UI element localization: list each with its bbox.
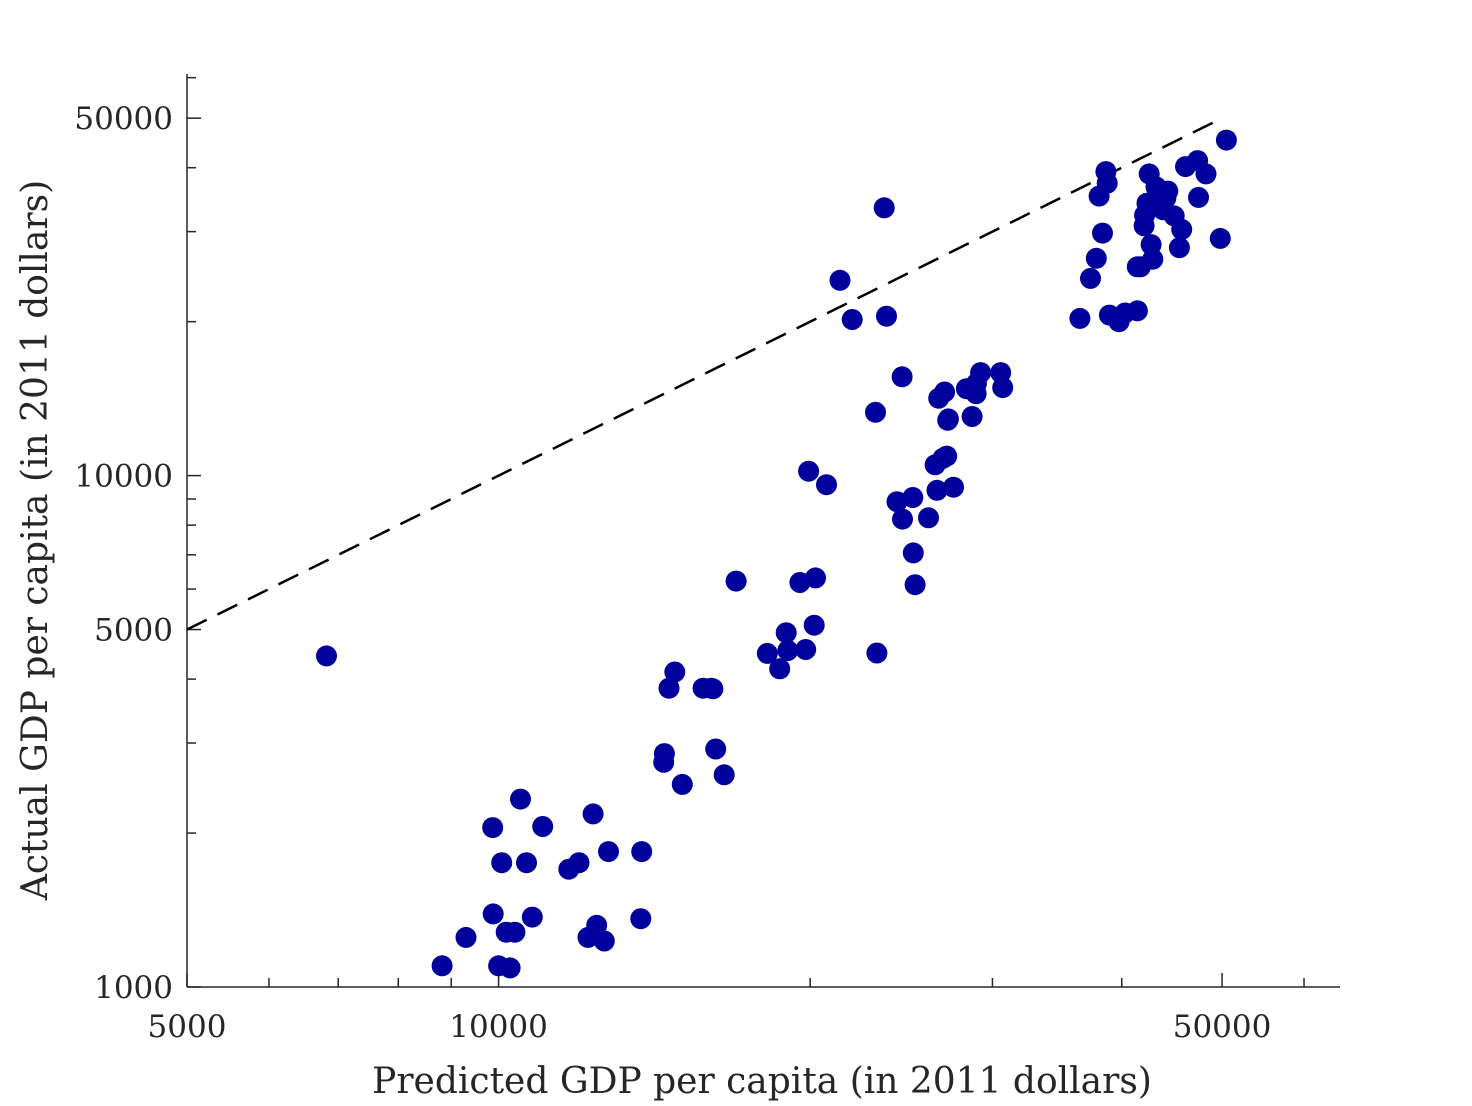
- data-point: [1133, 215, 1155, 237]
- y-tick-label: 5000: [94, 613, 173, 649]
- data-point: [631, 841, 653, 863]
- y-tick-label: 50000: [74, 101, 173, 137]
- data-point: [700, 677, 722, 699]
- data-point: [1188, 186, 1209, 208]
- data-point: [1157, 180, 1179, 202]
- data-point: [775, 622, 797, 644]
- data-points: [316, 129, 1237, 979]
- data-point: [713, 764, 735, 786]
- data-point: [1136, 192, 1158, 214]
- data-point: [873, 197, 895, 219]
- reference-line: [186, 121, 1214, 631]
- data-point: [504, 921, 526, 943]
- data-point: [431, 955, 453, 977]
- data-point: [866, 642, 888, 664]
- data-point: [1171, 218, 1193, 240]
- y-tick-label: 1000: [94, 970, 173, 1006]
- data-point: [891, 366, 913, 388]
- data-point: [965, 383, 987, 405]
- data-point: [1126, 300, 1148, 322]
- data-point: [1209, 227, 1231, 249]
- data-point: [582, 803, 604, 825]
- y-axis-label: Actual GDP per capita (in 2011 dollars): [15, 180, 56, 901]
- data-point: [902, 542, 924, 564]
- data-point: [992, 377, 1014, 399]
- data-point: [926, 479, 948, 501]
- data-point: [876, 305, 897, 327]
- x-tick-labels: 5000 10000 50000: [148, 1009, 1272, 1045]
- data-point: [658, 677, 680, 699]
- data-point: [516, 852, 537, 874]
- data-point: [798, 460, 820, 482]
- data-point: [598, 841, 619, 863]
- data-point: [499, 957, 521, 979]
- data-point: [1085, 247, 1107, 269]
- data-point: [803, 614, 825, 636]
- data-point: [593, 930, 615, 952]
- data-point: [805, 567, 826, 589]
- data-point: [705, 738, 727, 760]
- data-point: [961, 406, 983, 427]
- data-point: [491, 852, 513, 874]
- data-point: [510, 788, 531, 810]
- data-point: [316, 645, 337, 667]
- data-point: [482, 903, 504, 925]
- data-point: [725, 570, 747, 592]
- data-point: [568, 852, 590, 874]
- data-point: [532, 816, 554, 837]
- data-point: [455, 926, 477, 948]
- data-point: [892, 508, 913, 530]
- data-point: [902, 487, 924, 508]
- y-tick-label: 10000: [74, 459, 173, 495]
- data-point: [816, 474, 837, 496]
- plot-area: [186, 74, 1340, 988]
- data-point: [936, 445, 958, 467]
- data-point: [586, 914, 608, 936]
- y-tick-labels: 1000 5000 10000 50000: [74, 101, 173, 1006]
- data-point: [841, 309, 863, 330]
- data-point: [943, 476, 964, 498]
- data-point: [482, 817, 504, 839]
- data-point: [756, 642, 778, 664]
- data-point: [934, 381, 956, 403]
- data-point: [865, 401, 886, 423]
- x-tick-label: 50000: [1173, 1009, 1272, 1045]
- data-point: [521, 906, 543, 928]
- data-point: [1069, 307, 1091, 329]
- data-point: [970, 362, 992, 384]
- data-point: [671, 773, 693, 795]
- data-point: [653, 751, 675, 773]
- data-point: [1168, 237, 1190, 259]
- x-tick-label: 5000: [148, 1009, 227, 1045]
- data-point: [777, 640, 799, 661]
- data-point: [795, 639, 817, 660]
- data-point: [1080, 267, 1101, 289]
- data-point: [1215, 129, 1237, 151]
- data-point: [937, 408, 959, 430]
- data-point: [886, 491, 908, 513]
- data-point: [1092, 222, 1113, 244]
- x-axis-label: Predicted GDP per capita (in 2011 dollar…: [372, 1061, 1152, 1102]
- data-point: [664, 661, 686, 683]
- data-point: [1142, 248, 1164, 270]
- data-point: [1096, 172, 1118, 194]
- data-point: [829, 269, 851, 291]
- data-point: [769, 658, 791, 680]
- x-tick-label: 10000: [449, 1009, 548, 1045]
- x-axis-ticks: [186, 973, 1305, 987]
- data-point: [630, 908, 652, 930]
- data-point: [1195, 163, 1217, 185]
- data-point: [904, 574, 926, 596]
- y-axis-ticks: [187, 76, 201, 988]
- data-point: [918, 507, 939, 529]
